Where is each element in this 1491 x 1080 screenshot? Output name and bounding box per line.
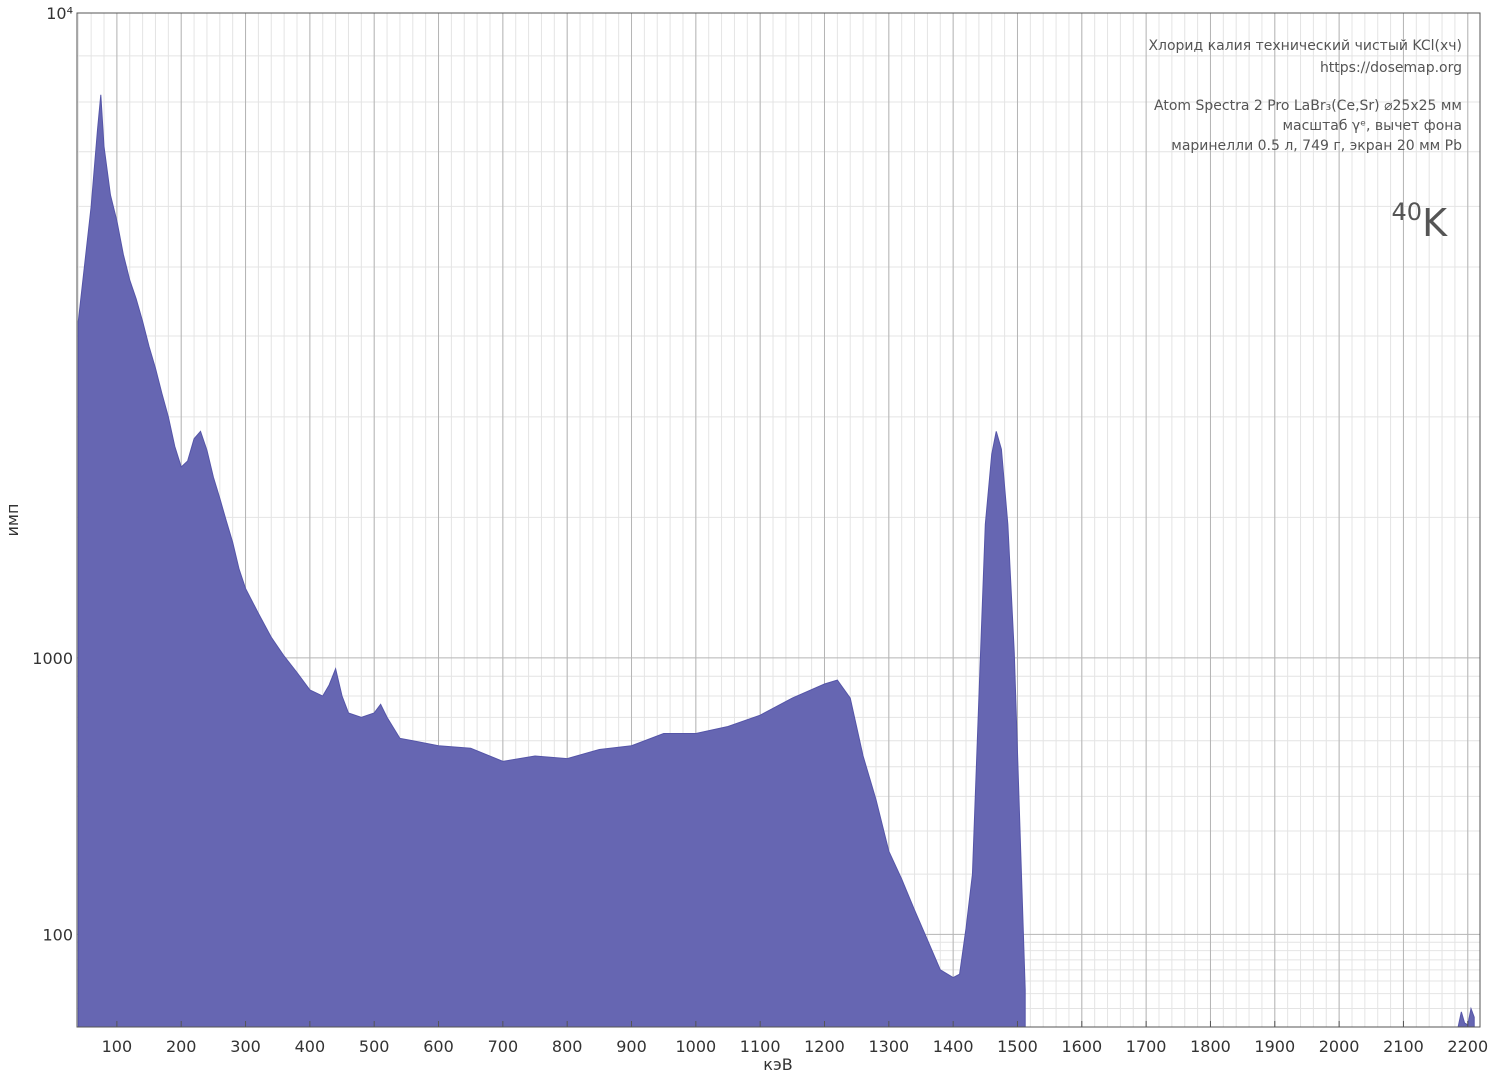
x-tick-label: 2000 [1319, 1037, 1360, 1056]
note-line: масштаб γᵉ, вычет фона [1282, 118, 1462, 134]
x-tick-label: 1600 [1061, 1037, 1102, 1056]
x-tick-label: 1500 [997, 1037, 1038, 1056]
x-tick-label: 700 [488, 1037, 519, 1056]
x-tick-label: 1900 [1254, 1037, 1295, 1056]
x-tick-label: 600 [423, 1037, 454, 1056]
x-tick-label: 1400 [933, 1037, 974, 1056]
x-tick-label: 1100 [740, 1037, 781, 1056]
x-tick-label: 100 [102, 1037, 133, 1056]
isotope-label: 40K [1392, 198, 1449, 245]
note-line: Хлорид калия технический чистый KCl(хч) [1148, 38, 1462, 54]
notes: Хлорид калия технический чистый KCl(хч) h… [1148, 38, 1462, 154]
note-line: https://dosemap.org [1320, 60, 1462, 76]
x-tick-label: 900 [616, 1037, 647, 1056]
spectrum-area [1457, 1006, 1475, 1027]
note-line: Atom Spectra 2 Pro LaBr₃(Ce,Sr) ⌀25x25 м… [1154, 98, 1462, 114]
x-tick-label: 1800 [1190, 1037, 1231, 1056]
x-tick-label: 500 [359, 1037, 390, 1056]
isotope-symbol: K [1422, 201, 1448, 245]
x-tick-label: 1000 [675, 1037, 716, 1056]
plot-frame [76, 12, 1481, 1028]
x-axis-label: кэВ [763, 1055, 792, 1074]
x-tick-label: 2100 [1383, 1037, 1424, 1056]
x-tick-label: 800 [552, 1037, 583, 1056]
y-tick-label: 100 [42, 925, 73, 944]
isotope-mass: 40 [1392, 198, 1423, 226]
x-tick-label: 300 [230, 1037, 261, 1056]
x-tick-label: 1700 [1126, 1037, 1167, 1056]
y-tick-label: 10⁴ [46, 4, 73, 23]
spectrum-area [77, 94, 1026, 1027]
y-axis-label: имп [3, 504, 22, 537]
x-tick-label: 2200 [1447, 1037, 1488, 1056]
plot [77, 94, 1475, 1027]
x-tick-label: 400 [295, 1037, 326, 1056]
y-tick-label: 1000 [32, 649, 73, 668]
x-tick-label: 1200 [804, 1037, 845, 1056]
x-tick-label: 1300 [868, 1037, 909, 1056]
note-line: маринелли 0.5 л, 749 г, экран 20 мм Pb [1171, 138, 1462, 154]
x-tick-label: 200 [166, 1037, 197, 1056]
